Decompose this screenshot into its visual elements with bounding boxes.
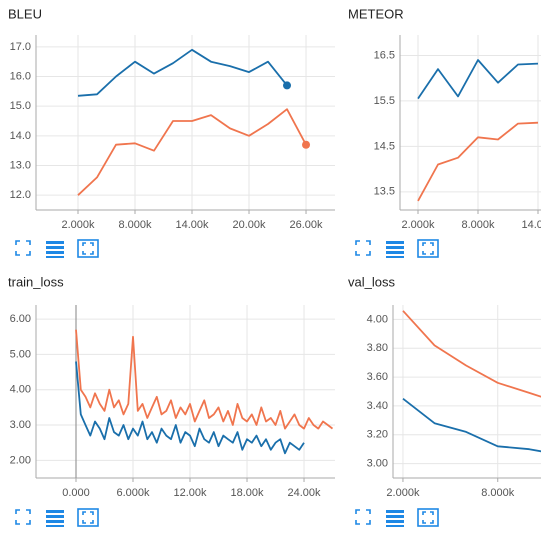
fit-icon[interactable] bbox=[417, 239, 439, 258]
y-tick-label: 14.0 bbox=[10, 130, 31, 142]
y-tick-label: 3.00 bbox=[367, 457, 388, 469]
series-line bbox=[75, 329, 334, 430]
chart-panel: val_loss 3.00 3.20 3.40 3.60 3.80 4.00 2.000k 8.… bbox=[348, 274, 541, 499]
y-tick-label: 17.0 bbox=[10, 41, 31, 53]
x-tick-label: 2.000k bbox=[61, 219, 95, 231]
series-line bbox=[75, 361, 305, 455]
y-tick-label: 4.00 bbox=[10, 384, 31, 396]
y-tick-label: 13.5 bbox=[374, 186, 395, 198]
x-tick-label: 24.00k bbox=[288, 487, 322, 499]
fit-icon[interactable] bbox=[77, 508, 99, 527]
data-icon[interactable] bbox=[46, 510, 64, 527]
x-tick-label: 8.000k bbox=[118, 219, 152, 231]
expand-icon[interactable] bbox=[15, 240, 31, 256]
data-icon[interactable] bbox=[386, 510, 404, 527]
y-tick-label: 15.0 bbox=[10, 100, 31, 112]
expand-icon[interactable] bbox=[15, 509, 31, 525]
y-tick-label: 6.00 bbox=[10, 313, 31, 325]
expand-icon[interactable] bbox=[355, 509, 371, 525]
toolbar bbox=[15, 239, 439, 527]
data-icon[interactable] bbox=[46, 241, 64, 258]
data-icon[interactable] bbox=[386, 241, 404, 258]
x-tick-label: 2.000k bbox=[401, 219, 435, 231]
x-tick-label: 12.00k bbox=[173, 487, 207, 499]
x-tick-label: 0.000 bbox=[62, 487, 90, 499]
y-tick-label: 14.5 bbox=[374, 140, 395, 152]
x-tick-label: 20.00k bbox=[232, 219, 266, 231]
chart-title: BLEU bbox=[8, 6, 42, 21]
expand-icon[interactable] bbox=[355, 240, 371, 256]
y-tick-label: 16.5 bbox=[374, 49, 395, 61]
y-tick-label: 4.00 bbox=[367, 313, 388, 325]
series-line bbox=[402, 310, 541, 398]
x-tick-label: 6.000k bbox=[116, 487, 150, 499]
series-line bbox=[417, 121, 539, 202]
x-tick-label: 14.00k bbox=[521, 219, 541, 231]
series-line bbox=[77, 48, 288, 97]
fit-icon[interactable] bbox=[417, 508, 439, 527]
end-marker bbox=[283, 81, 292, 90]
y-tick-label: 3.00 bbox=[10, 419, 31, 431]
x-tick-label: 18.00k bbox=[231, 487, 265, 499]
y-tick-label: 3.40 bbox=[367, 400, 388, 412]
end-marker bbox=[302, 140, 311, 149]
y-tick-label: 16.0 bbox=[10, 70, 31, 82]
series-line bbox=[402, 397, 541, 453]
y-tick-label: 3.80 bbox=[367, 342, 388, 354]
x-tick-label: 26.00k bbox=[290, 219, 324, 231]
y-tick-label: 3.20 bbox=[367, 429, 388, 441]
fit-icon[interactable] bbox=[77, 239, 99, 258]
chart-title: METEOR bbox=[348, 6, 404, 21]
chart-title: val_loss bbox=[348, 274, 395, 289]
series-line bbox=[77, 108, 307, 196]
x-tick-label: 8.000k bbox=[481, 487, 515, 499]
chart-panel: train_loss 2.00 3.00 4.00 5.00 6.00 0.000 6.000… bbox=[8, 274, 335, 499]
chart-panel: METEOR 13.5 14.5 15.5 16.5 2.000k 8.000k 14.00k bbox=[348, 6, 541, 231]
chart-title: train_loss bbox=[8, 274, 64, 289]
x-tick-label: 8.000k bbox=[461, 219, 495, 231]
y-tick-label: 15.5 bbox=[374, 95, 395, 107]
y-tick-label: 3.60 bbox=[367, 371, 388, 383]
chart-panel: BLEU 12.0 13.0 14.0 15.0 16.0 17.0 2.000k 8.000k… bbox=[8, 6, 335, 231]
x-tick-label: 14.00k bbox=[175, 219, 209, 231]
y-tick-label: 2.00 bbox=[10, 454, 31, 466]
y-tick-label: 12.0 bbox=[10, 189, 31, 201]
y-tick-label: 13.0 bbox=[10, 159, 31, 171]
y-tick-label: 5.00 bbox=[10, 348, 31, 360]
x-tick-label: 2.000k bbox=[386, 487, 420, 499]
series-line bbox=[417, 59, 539, 100]
